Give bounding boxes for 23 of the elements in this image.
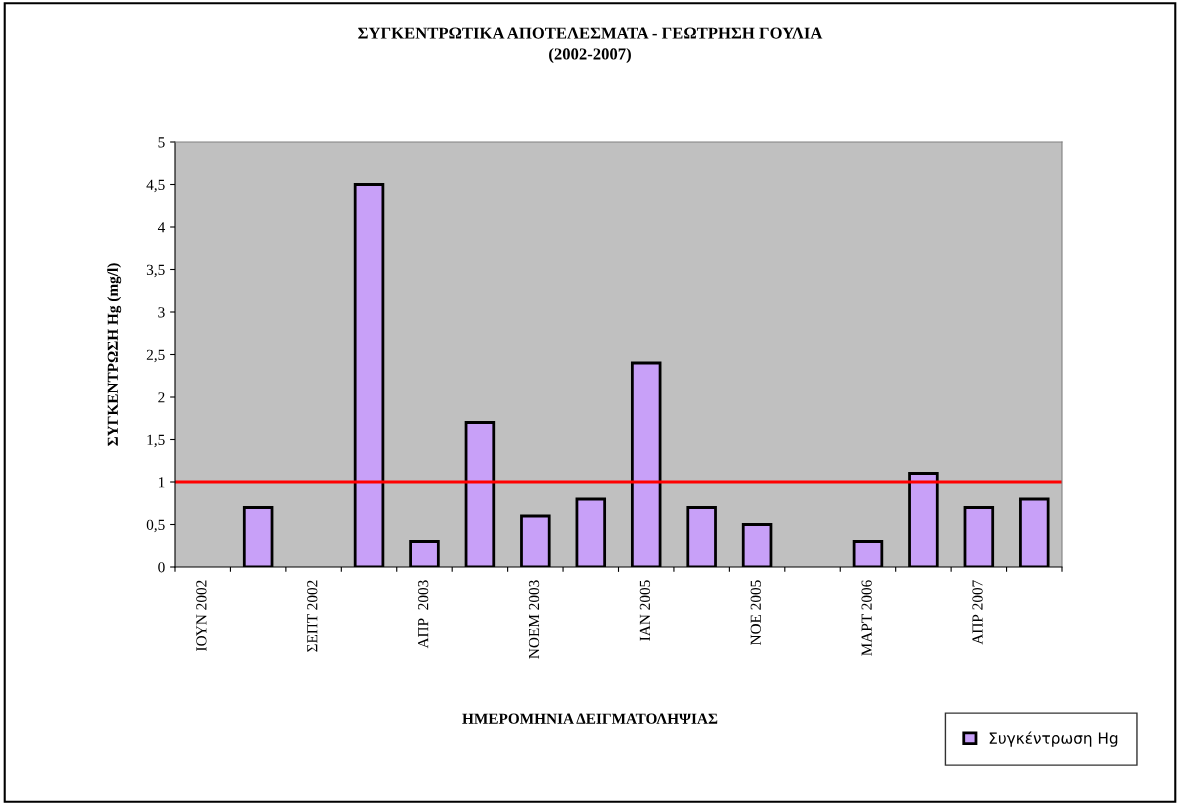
x-tick-label: ΝΟΕ 2005 [750, 580, 761, 646]
y-tick-label: 4,5 [146, 179, 165, 193]
x-axis-title: ΗΜΕΡΟΜΗΝΙΑ ΔΕΙΓΜΑΤΟΛΗΨΙΑΣ [462, 713, 718, 724]
y-tick-label: 3,5 [146, 264, 165, 278]
y-tick-label: 3 [158, 307, 165, 318]
y-tick-label: 2,5 [146, 349, 165, 363]
y-tick-label: 2 [158, 392, 165, 403]
y-tick-label: 1 [158, 477, 165, 488]
y-tick-label: 0,5 [146, 519, 165, 533]
x-tick-label: ΣΕΠΤ 2002 [307, 580, 318, 652]
x-tick-label: ΝΟΕΜ 2003 [528, 580, 540, 659]
y-tick-label: 5 [158, 137, 165, 148]
y-tick-label: 0 [158, 562, 165, 573]
x-tick-label: ΙΟΥΝ 2002 [196, 580, 207, 651]
x-tick-label: ΜΑΡΤ 2006 [861, 580, 872, 656]
legend-label: Συγκέντρωση Hg [989, 731, 1118, 747]
x-tick-label: ΑΠΡ 2003 [417, 580, 429, 649]
y-axis-title: ΣΥΓΚΕΝΤΡΩΣΗ Hg (mg/l) [107, 263, 122, 446]
chart-title: ΣΥΓΚΕΝΤΡΩΤΙΚΑ ΑΠΟΤΕΛΕΣΜΑΤΑ - ΓΕΩΤΡΗΣΗ ΓΟΥΛΙΑ (2002-2007) [358, 27, 823, 64]
y-tick-label: 1,5 [147, 434, 165, 448]
y-tick-label: 4 [157, 222, 166, 233]
x-tick-label: ΙΑΝ 2005 [639, 580, 651, 641]
x-tick-label: ΑΠΡ 2007 [972, 580, 983, 645]
